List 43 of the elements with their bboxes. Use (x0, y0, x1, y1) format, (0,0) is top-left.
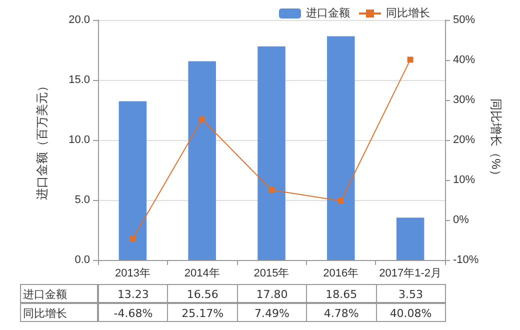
point (338, 198, 344, 204)
data-label: 3.53 (376, 284, 446, 303)
x-tick-label: 2016年 (323, 268, 359, 280)
y-tick-label: 0.0 (74, 254, 90, 266)
y2-tick-label: -10% (453, 254, 479, 266)
y-tick-label: 20.0 (68, 14, 90, 26)
legend-label: 同比增长 (386, 6, 430, 20)
data-label: 18.65 (306, 284, 377, 303)
y2-tick-label: 30% (453, 94, 476, 106)
y-tick-label: 10.0 (68, 134, 90, 146)
point (130, 236, 136, 242)
y-tick-label: 5.0 (74, 194, 90, 206)
bar (188, 61, 216, 260)
point (268, 187, 274, 194)
y2-axis-title: 同比增长（%） (489, 98, 503, 182)
x-tick-label: 2015年 (254, 268, 290, 280)
point (199, 116, 206, 122)
y2-tick-label: 40% (453, 54, 476, 66)
y2-tick-label: 10% (453, 174, 476, 186)
legend-label: 进口金额 (306, 6, 350, 20)
data-label: 7.49% (236, 303, 308, 322)
data-label: 40.08% (376, 303, 446, 322)
x-tick-label: 2014年 (184, 268, 220, 280)
bar (396, 218, 424, 260)
data-label: 25.17% (167, 303, 238, 322)
y2-tick-label: 50% (453, 14, 476, 26)
y-axis-title: 进口金额（百万美元） (35, 80, 49, 200)
text: 同比增长 (23, 307, 67, 320)
x-tick-label: 2013年 (114, 268, 150, 280)
text: 进口金额 (23, 288, 67, 301)
data-label: 17.80 (236, 284, 308, 303)
data-label: 13.23 (98, 284, 168, 303)
bar (327, 36, 355, 260)
y2-tick-label: 0% (453, 214, 470, 226)
data-label: -4.68% (98, 303, 168, 322)
bar (258, 46, 286, 260)
point (407, 56, 414, 63)
bar (118, 101, 147, 260)
data-label: 4.78% (306, 303, 377, 322)
data-label: 16.56 (167, 284, 238, 303)
y-tick-label: 15.0 (68, 74, 90, 86)
x-tick-label: 2017年1-2月 (379, 268, 442, 280)
y2-tick-label: 20% (453, 134, 476, 146)
